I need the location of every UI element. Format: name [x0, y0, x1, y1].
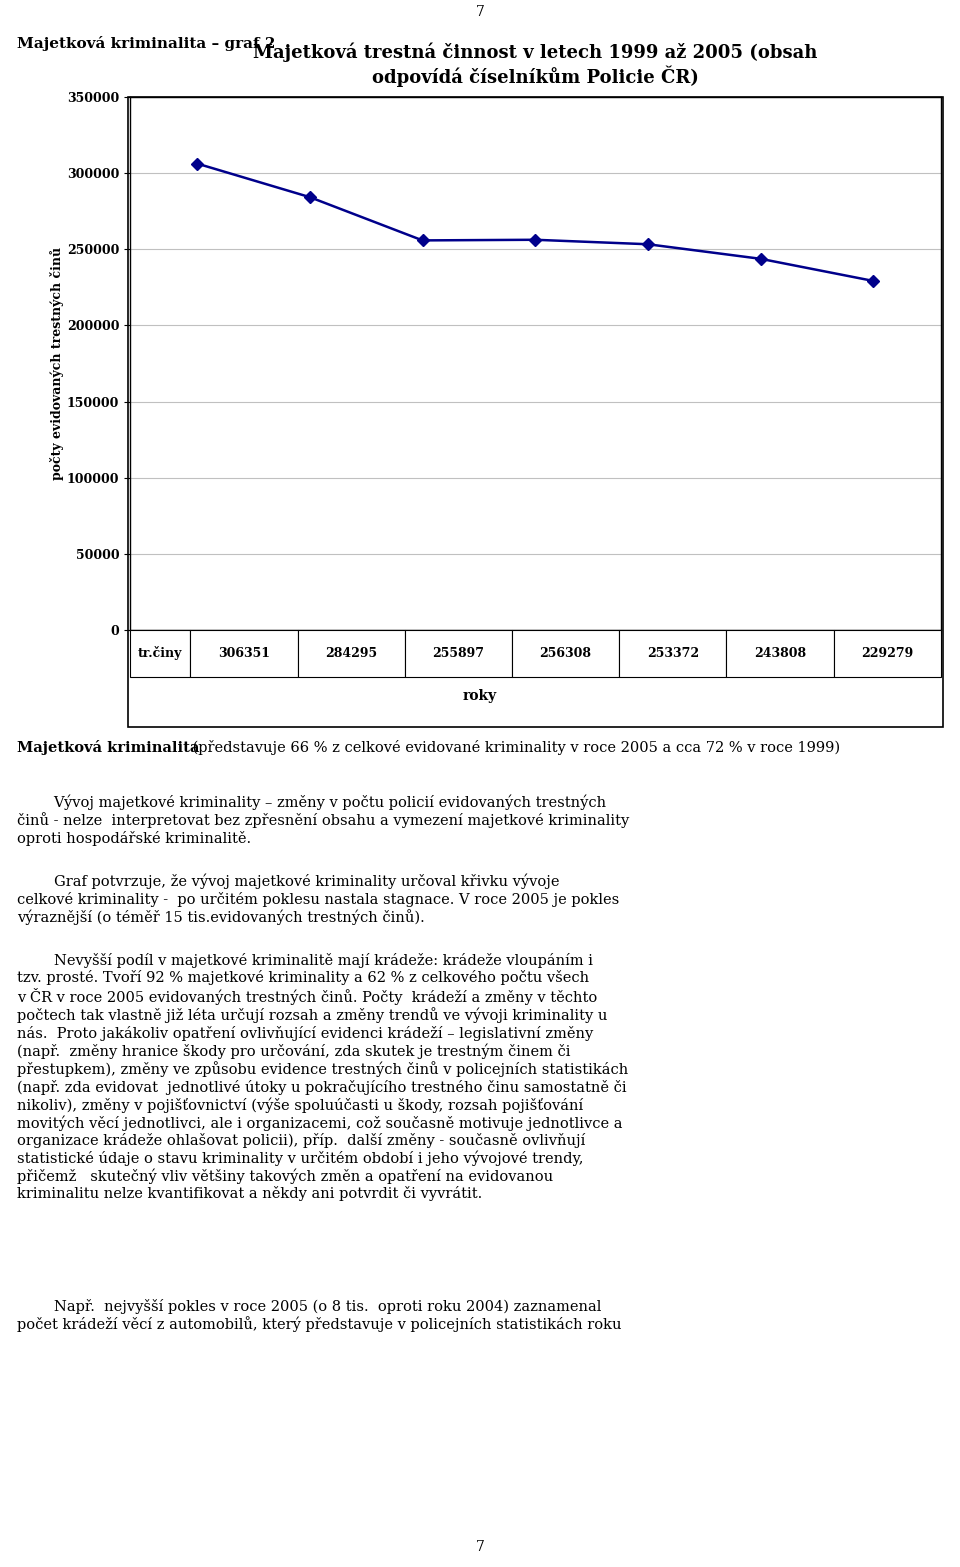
Text: tr.činy: tr.činy [138, 647, 182, 660]
Y-axis label: počty evidovaných trestných činů: počty evidovaných trestných činů [50, 248, 64, 480]
Bar [190, 630, 298, 677]
Text: 229279: 229279 [861, 647, 913, 660]
Bar [727, 630, 833, 677]
Text: 306351: 306351 [218, 647, 270, 660]
Bar [298, 630, 405, 677]
Bar [619, 630, 727, 677]
Bar [405, 630, 512, 677]
Text: 255897: 255897 [432, 647, 485, 660]
Text: 284295: 284295 [325, 647, 377, 660]
Text: Majetková kriminalita: Majetková kriminalita [17, 740, 200, 755]
Title: Majetková trestná činnost v letech 1999 až 2005 (obsah
odpovídá číselníkům Polic: Majetková trestná činnost v letech 1999 … [253, 42, 817, 88]
Text: 243808: 243808 [754, 647, 806, 660]
Text: Graf potvrzuje, že vývoj majetkové kriminality určoval křivku vývoje
celkové kri: Graf potvrzuje, že vývoj majetkové krimi… [17, 874, 619, 925]
Bar [833, 630, 941, 677]
Text: 7: 7 [475, 1540, 485, 1554]
Bar [512, 630, 619, 677]
Text: Majetková kriminalita – graf 2: Majetková kriminalita – graf 2 [17, 36, 276, 52]
Text: 253372: 253372 [647, 647, 699, 660]
Text: Vývoj majetkové kriminality – změny v počtu policií evidovaných trestných
činů -: Vývoj majetkové kriminality – změny v po… [17, 794, 630, 846]
Text: 7: 7 [475, 5, 485, 19]
Text: 256308: 256308 [540, 647, 591, 660]
Bar [130, 630, 190, 677]
Text: (představuje 66 % z celkové evidované kriminality v roce 2005 a cca 72 % v roce : (představuje 66 % z celkové evidované kr… [188, 740, 840, 755]
Text: Např.  nejvyšší pokles v roce 2005 (o 8 tis.  oproti roku 2004) zaznamenal
počet: Např. nejvyšší pokles v roce 2005 (o 8 t… [17, 1299, 622, 1332]
Text: Nevyšší podíl v majetkové kriminalitě mají krádeže: krádeže vloupáním i
tzv. pro: Nevyšší podíl v majetkové kriminalitě ma… [17, 953, 629, 1202]
Text: roky: roky [463, 689, 497, 702]
